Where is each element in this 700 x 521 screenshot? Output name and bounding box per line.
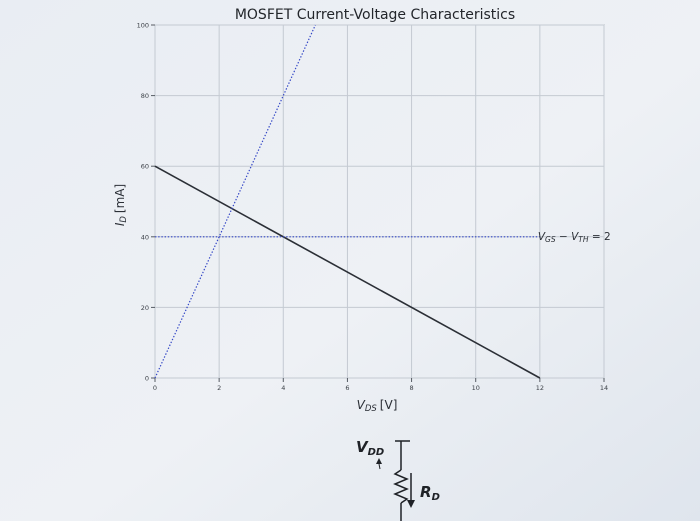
annotation-sub-th: TH bbox=[578, 235, 589, 244]
y-axis-label-i: I bbox=[113, 222, 127, 226]
x-axis: 0 2 4 6 8 10 12 14 bbox=[153, 378, 608, 392]
y-tick-label: 20 bbox=[141, 304, 149, 312]
vdd-label-sub: DD bbox=[368, 447, 385, 458]
rd-label-r: R bbox=[420, 483, 432, 501]
circuit-sketch: VDD RD bbox=[356, 438, 440, 521]
series-group bbox=[154, 24, 541, 379]
x-tick-label: 0 bbox=[153, 384, 157, 392]
x-tick-label: 12 bbox=[536, 384, 544, 392]
x-axis-label-unit: [V] bbox=[380, 398, 398, 412]
vdd-label: VDD bbox=[356, 438, 384, 458]
rd-label-sub: D bbox=[432, 492, 440, 503]
chart-title: MOSFET Current-Voltage Characteristics bbox=[235, 7, 515, 23]
series-line-2 bbox=[154, 24, 316, 379]
y-axis-label: ID [mA] bbox=[113, 184, 129, 226]
x-tick-label: 6 bbox=[345, 384, 349, 392]
vdd-label-v: V bbox=[356, 438, 369, 456]
grid bbox=[154, 24, 605, 379]
x-axis-label-sub: DS bbox=[365, 404, 378, 414]
resistor-zigzag bbox=[393, 469, 409, 504]
y-axis-label-unit: [mA] bbox=[113, 184, 127, 213]
small-arrow-stem bbox=[378, 463, 381, 470]
x-tick-label: 2 bbox=[217, 384, 221, 392]
small-arrow-icon bbox=[376, 458, 382, 464]
x-tick-label: 14 bbox=[600, 384, 608, 392]
annotation-eq: = 2 bbox=[589, 231, 611, 243]
x-tick-label: 10 bbox=[472, 384, 480, 392]
annotation-sub-gs: GS bbox=[545, 235, 556, 244]
annotation-v1: V bbox=[538, 231, 546, 243]
annotation-v2: − V bbox=[556, 231, 579, 243]
y-tick-label: 60 bbox=[141, 163, 149, 171]
annotation-label: VGS − VTH = 2 bbox=[538, 231, 611, 244]
series-line-1 bbox=[154, 165, 541, 379]
y-tick-label: 80 bbox=[141, 92, 149, 100]
rd-label: RD bbox=[420, 483, 440, 503]
current-arrow-head bbox=[407, 500, 415, 508]
y-tick-label: 0 bbox=[145, 375, 149, 383]
y-axis-label-sub: D bbox=[119, 216, 129, 223]
x-axis-label: VDS [V] bbox=[357, 398, 398, 414]
y-tick-label: 100 bbox=[137, 22, 149, 30]
y-axis: 0 20 40 60 80 100 bbox=[137, 22, 155, 383]
y-tick-label: 40 bbox=[141, 233, 149, 241]
x-tick-label: 8 bbox=[410, 384, 414, 392]
x-axis-label-v: V bbox=[357, 398, 366, 412]
x-tick-label: 4 bbox=[281, 384, 285, 392]
